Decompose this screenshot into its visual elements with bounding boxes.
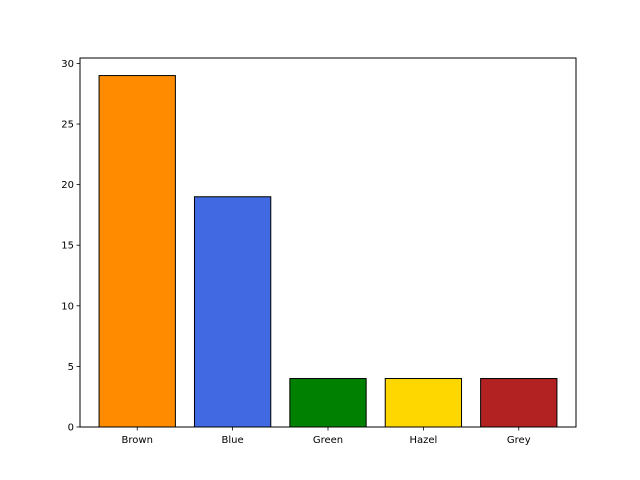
y-tick-label: 0 [68,423,74,434]
x-tick-label: Blue [222,435,244,446]
bar-hazel [384,378,463,428]
y-axis: 0 5 10 15 20 25 30 [61,59,80,434]
y-tick-label: 5 [68,362,74,373]
plot-frame [79,57,577,428]
bar-grey [480,378,558,428]
x-axis: Brown Blue Green Hazel Grey [122,427,531,446]
y-tick-label: 10 [61,301,74,312]
bar-blue [193,196,272,428]
y-tick-label: 25 [61,120,74,131]
bar-brown [98,75,176,428]
x-tick-label: Brown [122,435,153,446]
bar-green [289,378,367,428]
bars-group [98,75,558,428]
y-tick-label: 15 [61,241,74,252]
x-tick-label: Hazel [409,435,437,446]
y-tick-label: 30 [61,59,74,70]
x-tick-label: Grey [507,435,531,446]
y-tick-label: 20 [61,180,74,191]
x-tick-label: Green [313,435,343,446]
